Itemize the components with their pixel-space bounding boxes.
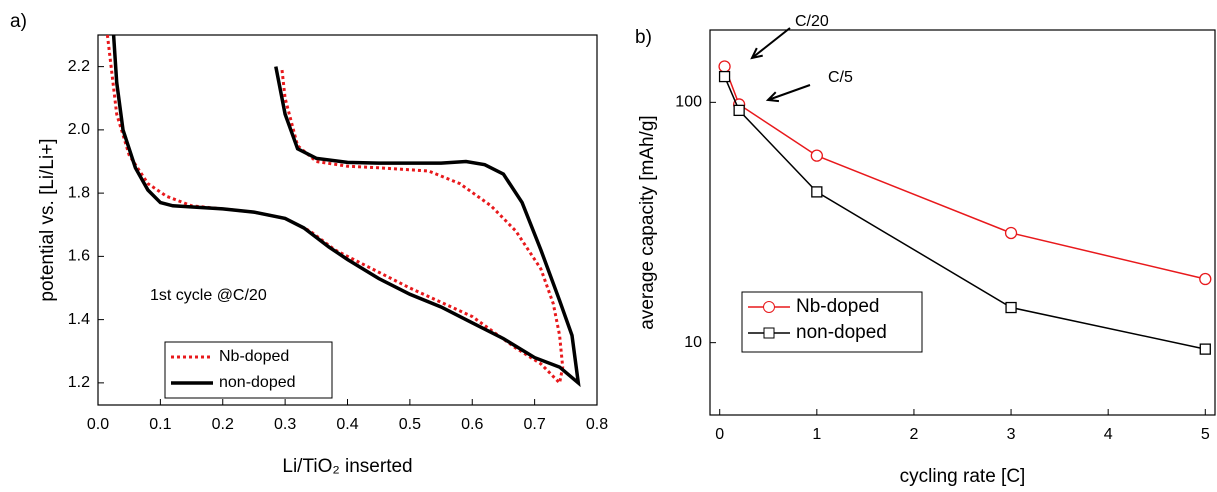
legend-label: non-doped bbox=[796, 322, 887, 343]
legend-marker bbox=[763, 301, 775, 313]
arrow-shaft bbox=[751, 27, 791, 59]
legend-box bbox=[164, 341, 333, 399]
legend-marker bbox=[763, 327, 775, 339]
x-tick-label: 0 bbox=[715, 426, 724, 443]
x-tick-label: 4 bbox=[1104, 426, 1113, 443]
y-tick-label: 1.8 bbox=[68, 184, 90, 201]
y-tick-label: 1.6 bbox=[68, 248, 90, 265]
series-line bbox=[105, 34, 565, 386]
x-tick-label: 2 bbox=[909, 426, 918, 443]
arrow-head bbox=[750, 47, 763, 60]
panel-label: a) bbox=[10, 11, 27, 32]
plot-frame bbox=[97, 34, 598, 406]
marker bbox=[810, 149, 823, 162]
x-tick-label: 0.6 bbox=[461, 416, 483, 433]
x-tick-label: 0.1 bbox=[149, 416, 171, 433]
legend-label: non-doped bbox=[219, 374, 296, 391]
x-axis-label: cycling rate [C] bbox=[900, 466, 1026, 487]
plot-frame bbox=[709, 29, 1216, 416]
x-tick-label: 0.0 bbox=[87, 416, 109, 433]
y-tick-label: 1.4 bbox=[68, 311, 90, 328]
annotation: C/20 bbox=[795, 13, 829, 30]
marker bbox=[811, 186, 823, 198]
marker bbox=[1199, 343, 1211, 355]
y-tick-label: 100 bbox=[675, 94, 702, 111]
x-tick-label: 0.3 bbox=[274, 416, 296, 433]
series-line bbox=[111, 34, 581, 388]
x-tick-label: 0.5 bbox=[399, 416, 421, 433]
x-tick-label: 5 bbox=[1201, 426, 1210, 443]
y-axis-label: potential vs. [Li/Li+] bbox=[37, 138, 58, 301]
x-tick-label: 0.4 bbox=[336, 416, 358, 433]
y-tick-label: 2.0 bbox=[68, 121, 90, 138]
arrow-head bbox=[765, 91, 780, 103]
marker bbox=[1005, 301, 1017, 314]
y-axis-label: average capacity [mAh/g] bbox=[637, 115, 658, 329]
annotation: C/5 bbox=[828, 69, 853, 86]
x-tick-label: 3 bbox=[1007, 426, 1016, 443]
legend-label: Nb-doped bbox=[796, 296, 879, 317]
x-tick-label: 0.2 bbox=[212, 416, 234, 433]
panel-label: b) bbox=[635, 27, 652, 48]
arrow-shaft bbox=[767, 84, 811, 101]
series-line bbox=[723, 66, 1206, 280]
marker bbox=[718, 70, 731, 83]
x-tick-label: 0.7 bbox=[524, 416, 546, 433]
annotation: 1st cycle @C/20 bbox=[150, 287, 267, 304]
y-tick-label: 1.2 bbox=[68, 374, 90, 391]
x-tick-label: 0.8 bbox=[586, 416, 608, 433]
x-axis-label: Li/TiO₂ inserted bbox=[282, 456, 412, 477]
marker bbox=[1004, 226, 1018, 240]
y-tick-label: 10 bbox=[684, 334, 702, 351]
y-tick-label: 2.2 bbox=[68, 58, 90, 75]
marker bbox=[1199, 272, 1212, 286]
legend-label: Nb-doped bbox=[219, 348, 289, 365]
marker bbox=[733, 104, 745, 117]
marker bbox=[718, 60, 731, 73]
x-tick-label: 1 bbox=[812, 426, 821, 443]
